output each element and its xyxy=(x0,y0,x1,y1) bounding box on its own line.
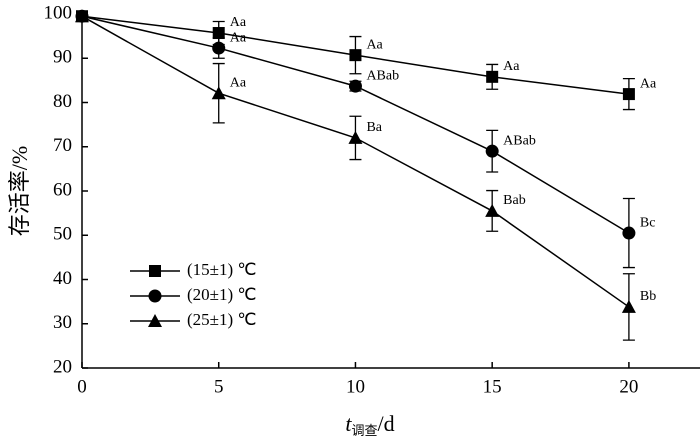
marker xyxy=(621,299,636,313)
y-tick-label: 90 xyxy=(53,47,72,68)
marker xyxy=(349,49,362,62)
marker xyxy=(148,314,162,327)
marker xyxy=(149,265,161,277)
x-tick-label: 15 xyxy=(483,376,502,397)
y-tick-label: 80 xyxy=(53,91,72,112)
marker xyxy=(348,79,362,93)
y-tick-label: 40 xyxy=(53,268,72,289)
y-tick-label: 100 xyxy=(44,2,73,23)
point-label: Aa xyxy=(230,30,247,45)
marker xyxy=(211,86,226,100)
y-tick-label: 50 xyxy=(53,224,72,245)
x-tick-label: 20 xyxy=(619,376,638,397)
x-tick-label: 5 xyxy=(214,376,224,397)
y-tick-label: 60 xyxy=(53,179,72,200)
legend-label: (25±1) ℃ xyxy=(187,310,257,329)
point-label: Aa xyxy=(230,75,247,90)
marker xyxy=(486,70,499,83)
legend-label: (20±1) ℃ xyxy=(187,285,257,304)
x-label-subscript: 调查 xyxy=(351,423,377,438)
marker xyxy=(485,144,499,158)
legend-label: (15±1) ℃ xyxy=(187,260,257,279)
point-label: Bc xyxy=(640,215,656,230)
x-axis-label: t调查/d xyxy=(345,411,394,438)
point-label: ABab xyxy=(366,68,399,83)
x-tick-label: 10 xyxy=(346,376,365,397)
marker xyxy=(75,9,89,23)
point-label: Bab xyxy=(503,193,526,208)
x-tick-label: 0 xyxy=(77,376,87,397)
marker xyxy=(148,289,162,303)
marker xyxy=(212,27,225,40)
marker xyxy=(348,130,363,144)
point-label: Aa xyxy=(366,37,383,52)
point-label: Bb xyxy=(640,289,656,304)
marker xyxy=(622,88,635,101)
y-tick-label: 20 xyxy=(53,356,72,377)
marker xyxy=(212,41,226,55)
point-label: Aa xyxy=(503,59,520,74)
point-label: Aa xyxy=(640,76,657,91)
point-label: ABab xyxy=(503,133,536,148)
y-tick-label: 70 xyxy=(53,135,72,156)
marker xyxy=(622,226,636,240)
x-label-symbol: t xyxy=(345,411,352,436)
y-axis-label: 存活率/% xyxy=(7,146,32,236)
x-label-unit: /d xyxy=(378,411,395,436)
marker xyxy=(485,203,500,217)
point-label: Aa xyxy=(230,15,247,30)
point-label: Ba xyxy=(366,120,382,135)
y-tick-label: 30 xyxy=(53,312,72,333)
